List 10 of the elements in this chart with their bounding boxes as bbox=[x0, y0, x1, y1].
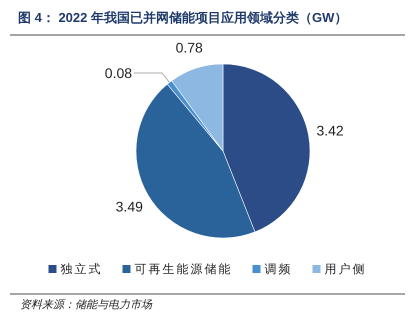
legend-label: 可再生能源储能 bbox=[134, 262, 232, 276]
text: 资料来源：储能与电力市场 bbox=[20, 298, 153, 311]
data-label: 0.78 bbox=[176, 39, 204, 56]
data-label: 3.49 bbox=[116, 198, 144, 215]
legend-label: 独立式 bbox=[60, 262, 102, 276]
data-label: 0.08 bbox=[104, 64, 132, 81]
chart-title: 图 4： 2022 年我国已并网储能项目应用领域分类（GW） bbox=[18, 10, 348, 25]
legend-label: 用户侧 bbox=[324, 262, 366, 276]
legend-label: 调频 bbox=[264, 262, 292, 276]
data-label: 3.42 bbox=[316, 122, 344, 139]
